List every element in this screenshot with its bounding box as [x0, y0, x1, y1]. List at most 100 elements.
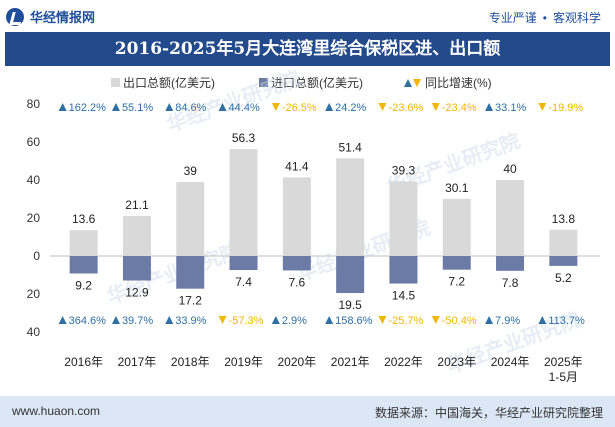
export-bar: [336, 158, 365, 256]
logo-icon: [6, 7, 24, 26]
import-growth-label: 7.9%: [495, 315, 520, 327]
import-bar: [336, 256, 365, 294]
import-growth-label: 2.9%: [282, 315, 307, 327]
import-growth-label: -57.3%: [229, 315, 264, 327]
legend-up-arrow-icon: [404, 79, 412, 87]
import-bar: [442, 256, 471, 270]
x-tick-label: 1-5月: [549, 370, 578, 384]
x-tick-label: 2025年: [544, 355, 583, 369]
export-growth-label: 162.2%: [69, 102, 107, 114]
legend-down-arrow-icon: [413, 79, 421, 87]
export-growth-up-icon: [111, 103, 120, 111]
import-bar: [229, 256, 258, 271]
export-bar: [282, 177, 311, 256]
y-tick-label: 0: [33, 249, 40, 263]
bars: [69, 149, 578, 294]
import-growth-label: 113.7%: [548, 315, 585, 327]
import-value-label: 17.2: [179, 294, 203, 308]
legend-swatch-export: [111, 78, 120, 87]
chart: 出口总额(亿美元) 进口总额(亿美元) 同比增速(%) 8060402002040 …: [27, 66, 600, 384]
export-bar: [176, 181, 205, 256]
brand-name: 华经情报网: [30, 10, 96, 25]
x-tick-label: 2023年: [437, 355, 476, 369]
export-growth-label: 24.2%: [335, 102, 366, 114]
legend-label-growth: 同比增速(%): [425, 76, 492, 90]
import-bar: [122, 256, 151, 281]
import-value-label: 7.6: [289, 275, 306, 289]
import-bar: [549, 256, 578, 266]
export-value-label: 13.8: [552, 212, 576, 226]
export-bar: [69, 230, 98, 256]
slogan: 专业严谨 • 客观科学: [489, 9, 601, 26]
export-growth-down-icon: [271, 103, 280, 111]
import-value-label: 19.5: [338, 298, 362, 312]
export-growth-down-icon: [431, 103, 440, 111]
export-value-label: 39: [184, 164, 198, 178]
export-growth-up-icon: [165, 103, 174, 111]
footer-website[interactable]: www.huaon.com: [12, 404, 101, 418]
export-growth-label: 55.1%: [122, 102, 153, 114]
export-growth-label: -19.9%: [548, 102, 583, 114]
legend-label-import: 进口总额(亿美元): [271, 75, 363, 90]
x-tick-label: 2024年: [491, 355, 530, 369]
x-tick-label: 2017年: [118, 355, 157, 369]
export-growth-label: -23.4%: [442, 102, 477, 114]
legend: 出口总额(亿美元) 进口总额(亿美元) 同比增速(%): [111, 75, 492, 90]
import-value-label: 7.4: [235, 275, 252, 289]
slogan-dot-icon: •: [542, 11, 547, 25]
y-tick-label: 20: [27, 211, 41, 225]
x-tick-label: 2016年: [64, 355, 103, 369]
x-axis-labels: 2016年 2017年 2018年 2019年 2020年 2021年 2022年 2023年…: [64, 355, 582, 384]
export-bar: [496, 180, 525, 256]
export-value-label: 40: [503, 162, 517, 176]
legend-label-export: 出口总额(亿美元): [123, 75, 215, 90]
footer-source: 数据来源：中国海关，华经产业研究院整理: [374, 406, 603, 420]
export-value-label: 13.6: [72, 212, 96, 226]
export-growth-down-icon: [538, 103, 547, 111]
x-tick-label: 2022年: [384, 355, 423, 369]
import-value-label: 7.8: [502, 276, 519, 290]
y-tick-label: 40: [27, 173, 41, 187]
export-value-label: 56.3: [232, 131, 256, 145]
legend-swatch-import: [259, 78, 268, 87]
export-growth-label: 84.6%: [175, 102, 206, 114]
y-tick-label: 40: [27, 325, 41, 339]
import-growth-up-icon: [58, 316, 67, 324]
export-value-label: 41.4: [285, 159, 309, 173]
import-growth-label: 39.7%: [122, 315, 153, 327]
import-growth-down-icon: [431, 316, 440, 324]
import-bar: [282, 256, 311, 271]
import-growth-label: 33.9%: [175, 315, 206, 327]
export-bar: [122, 215, 151, 256]
chart-title: 2016-2025年5月大连湾里综合保税区进、出口额: [5, 32, 610, 66]
export-bar: [442, 198, 471, 256]
import-value-label: 9.2: [75, 278, 92, 292]
import-bar: [496, 256, 525, 271]
import-bar: [176, 256, 205, 289]
export-growth-up-icon: [485, 103, 494, 111]
x-tick-label: 2018年: [171, 355, 210, 369]
slogan-right: 客观科学: [552, 11, 601, 25]
footer: www.huaon.com 数据来源：中国海关，华经产业研究院整理: [0, 396, 615, 427]
import-growth-down-icon: [378, 316, 387, 324]
export-bar: [549, 229, 578, 256]
export-growth-up-icon: [325, 103, 334, 111]
export-value-label: 30.1: [445, 181, 469, 195]
import-growth-up-icon: [538, 316, 547, 324]
export-growth-label: 33.1%: [495, 102, 526, 114]
import-growth-label: 364.6%: [69, 315, 107, 327]
export-growth-down-icon: [378, 103, 387, 111]
import-growth-up-icon: [271, 316, 280, 324]
top-bar: 华经情报网 专业严谨 • 客观科学: [0, 0, 615, 32]
brand-logo[interactable]: 华经情报网: [6, 7, 95, 26]
export-growth-label: 44.4%: [229, 102, 260, 114]
x-tick-label: 2020年: [277, 355, 316, 369]
export-value-label: 21.1: [125, 198, 149, 212]
import-bar: [69, 256, 98, 274]
export-growth-up-icon: [58, 103, 67, 111]
import-bar: [389, 256, 418, 284]
data-labels: 13.6 9.2 21.1 12.9 39 17.2 56.3 7.4 41.4 7.6 51.4 1…: [72, 131, 575, 312]
export-bar: [389, 181, 418, 256]
import-value-label: 5.2: [555, 271, 572, 285]
x-tick-label: 2019年: [224, 355, 263, 369]
